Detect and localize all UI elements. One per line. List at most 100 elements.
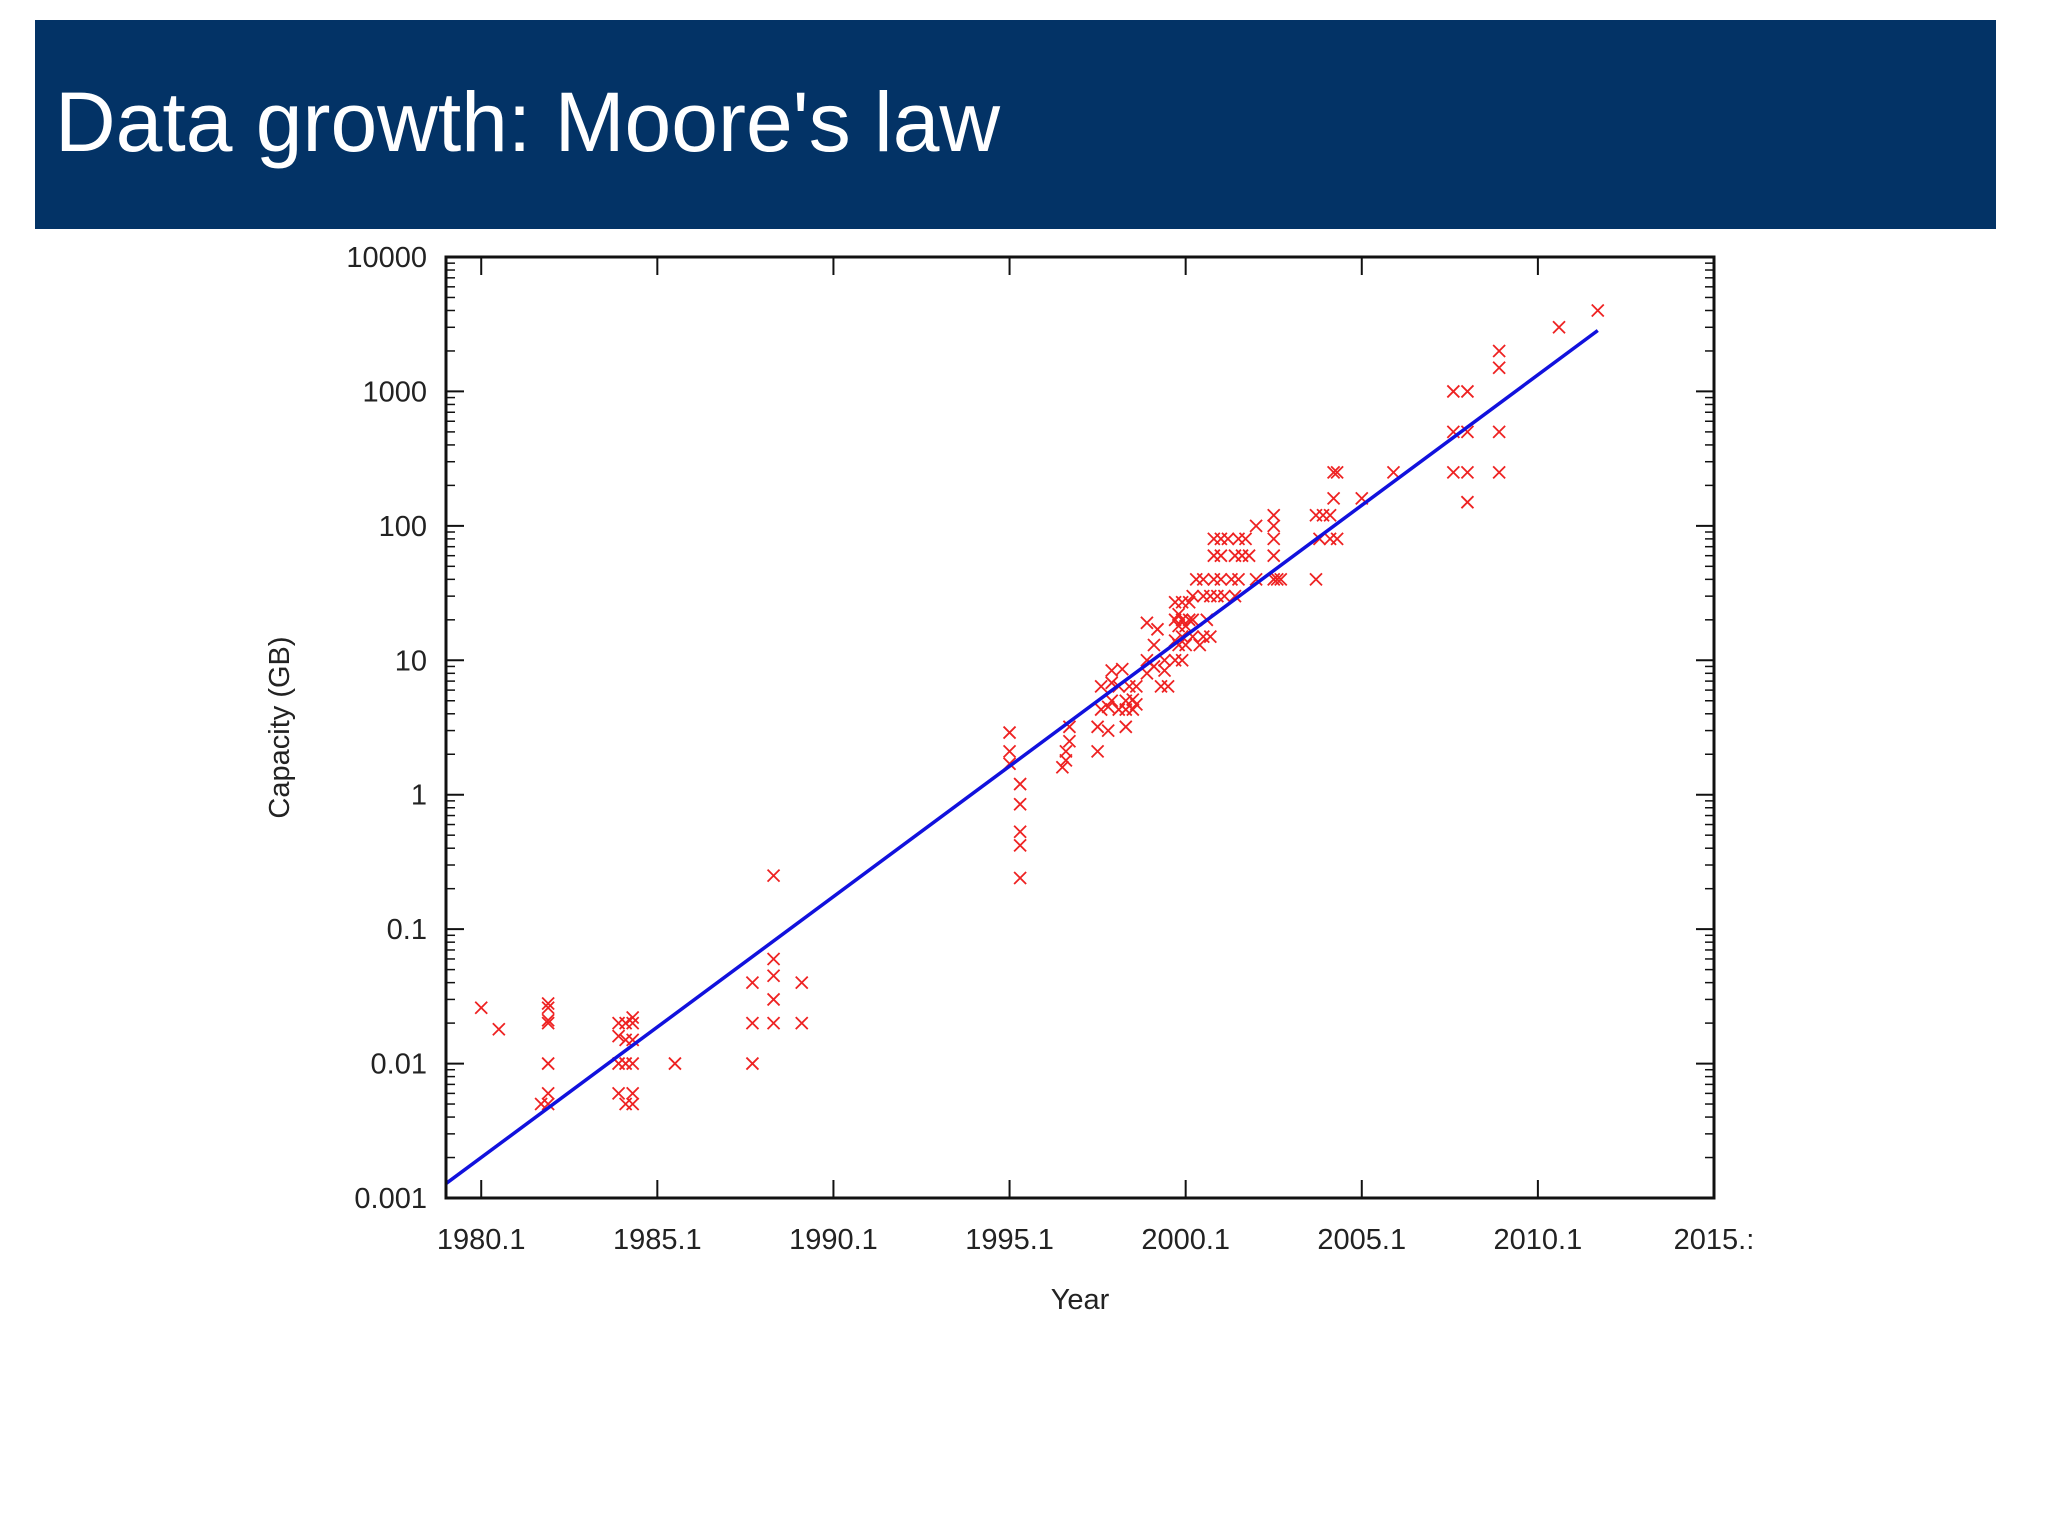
x-tick-label: 1990.1 <box>789 1224 878 1256</box>
data-point <box>1328 492 1340 504</box>
data-point <box>627 1012 639 1024</box>
data-point <box>1014 778 1026 790</box>
data-point <box>1014 826 1026 838</box>
data-point <box>1229 550 1241 562</box>
data-point <box>1208 533 1220 545</box>
data-point <box>1169 654 1181 666</box>
data-point <box>542 1058 554 1070</box>
data-point <box>1236 550 1248 562</box>
axis-ticks <box>446 257 1714 1198</box>
data-point <box>1204 631 1216 643</box>
data-point <box>1116 663 1128 675</box>
data-point <box>1310 573 1322 585</box>
x-tick-label: 2000.1 <box>1141 1224 1230 1256</box>
x-tick-label: 2015.: <box>1674 1224 1755 1256</box>
data-point <box>768 970 780 982</box>
data-point <box>796 1017 808 1029</box>
data-point <box>493 1023 505 1035</box>
data-point <box>620 1098 632 1110</box>
data-point <box>1004 745 1016 757</box>
data-point <box>1240 533 1252 545</box>
data-point <box>768 870 780 882</box>
data-point <box>1197 590 1209 602</box>
data-point <box>1268 550 1280 562</box>
data-point <box>1060 745 1072 757</box>
data-point <box>1222 533 1234 545</box>
y-tick-label: 0.1 <box>387 914 427 946</box>
data-point <box>1190 573 1202 585</box>
data-point <box>1493 345 1505 357</box>
data-point <box>796 977 808 989</box>
y-tick-label: 10 <box>395 645 427 677</box>
data-point <box>1159 664 1171 676</box>
data-point <box>669 1058 681 1070</box>
data-point <box>1268 520 1280 532</box>
data-point <box>1014 839 1026 851</box>
data-point <box>1120 721 1132 733</box>
data-point <box>613 1087 625 1099</box>
x-tick-label: 1995.1 <box>965 1224 1054 1256</box>
data-point <box>542 1014 554 1026</box>
data-point <box>1553 321 1565 333</box>
data-point <box>1197 573 1209 585</box>
data-point <box>1208 573 1220 585</box>
data-point <box>1063 735 1075 747</box>
data-point <box>1113 704 1125 716</box>
x-tick-label: 1985.1 <box>613 1224 702 1256</box>
data-point <box>746 1058 758 1070</box>
data-point <box>1187 590 1199 602</box>
data-point <box>1461 385 1473 397</box>
y-tick-label: 1 <box>411 780 427 812</box>
data-point <box>1162 680 1174 692</box>
x-tick-label: 1980.1 <box>437 1224 526 1256</box>
data-point <box>768 953 780 965</box>
data-point <box>1268 533 1280 545</box>
plot-frame <box>446 257 1714 1198</box>
data-point <box>768 1017 780 1029</box>
data-point <box>1141 617 1153 629</box>
data-point <box>1493 426 1505 438</box>
data-point <box>620 1017 632 1029</box>
data-point <box>542 1017 554 1029</box>
data-point <box>1176 596 1188 608</box>
y-tick-label: 1000 <box>362 376 427 408</box>
y-tick-label: 0.001 <box>354 1183 427 1215</box>
data-point <box>746 1017 758 1029</box>
data-point <box>1014 798 1026 810</box>
data-point <box>1225 573 1237 585</box>
y-tick-label: 100 <box>379 511 427 543</box>
data-point <box>1092 745 1104 757</box>
data-point <box>627 1017 639 1029</box>
data-point <box>768 993 780 1005</box>
trend-line <box>446 330 1598 1183</box>
data-point <box>620 1058 632 1070</box>
data-point <box>1243 550 1255 562</box>
data-point <box>1317 509 1329 521</box>
data-point <box>1176 614 1188 626</box>
data-point <box>613 1017 625 1029</box>
y-tick-labels: 0.001 0.01 0.1 1 10 100 1000 10000 <box>346 242 427 1215</box>
data-point <box>746 977 758 989</box>
y-tick-label: 10000 <box>346 242 427 274</box>
data-point <box>1233 533 1245 545</box>
data-point <box>1173 620 1185 632</box>
data-point <box>1151 623 1163 635</box>
data-point <box>1204 590 1216 602</box>
data-point <box>1250 520 1262 532</box>
data-point <box>475 1002 487 1014</box>
x-tick-labels: 1980.1 1985.1 1990.1 1995.1 2000.1 2005.1 2010… <box>437 1224 1754 1256</box>
data-point <box>1095 680 1107 692</box>
data-point <box>627 1087 639 1099</box>
data-point <box>1130 680 1142 692</box>
data-point <box>1461 466 1473 478</box>
data-point <box>627 1098 639 1110</box>
data-point <box>1493 362 1505 374</box>
data-point <box>1268 509 1280 521</box>
data-point <box>1461 496 1473 508</box>
x-axis-label: Year <box>1051 1284 1110 1316</box>
data-point <box>1211 590 1223 602</box>
x-tick-label: 2010.1 <box>1494 1224 1583 1256</box>
data-point <box>1331 533 1343 545</box>
y-tick-label: 0.01 <box>371 1049 427 1081</box>
